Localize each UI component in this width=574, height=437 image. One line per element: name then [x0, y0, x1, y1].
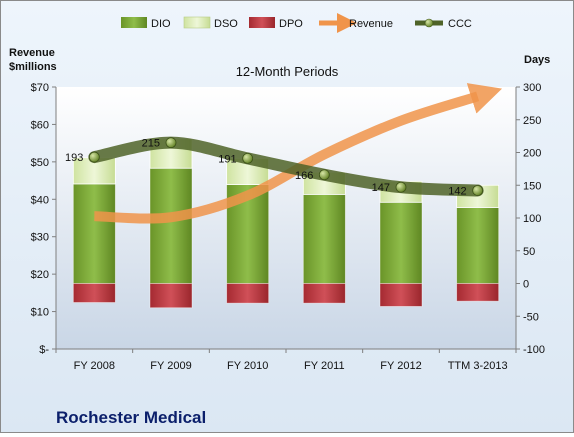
- company-name: Rochester Medical: [56, 408, 206, 427]
- bar-dio: [456, 207, 500, 284]
- ccc-data-label: 166: [295, 170, 313, 182]
- legend: DIO DSO DPO Revenue CCC: [121, 13, 472, 33]
- y-left-title-line2: $millions: [9, 61, 57, 73]
- ccc-point: [318, 169, 330, 181]
- y-right-tick-label: 50: [523, 246, 535, 258]
- y-right-tick-label: -100: [523, 344, 545, 356]
- bar-dpo: [302, 283, 346, 304]
- y-right-tick-label: 0: [523, 279, 529, 291]
- bar-dio: [149, 167, 193, 284]
- bar-dpo: [149, 283, 193, 309]
- ccc-point: [242, 152, 254, 164]
- bar-dio: [302, 194, 346, 284]
- ccc-data-label: 215: [142, 138, 160, 150]
- y-left-tick-label: $30: [31, 232, 49, 244]
- bar-dpo: [226, 283, 270, 304]
- legend-label: DSO: [214, 18, 238, 30]
- y-right-tick-label: 250: [523, 115, 541, 127]
- ccc-series: 193 215 191 166 147 142: [65, 136, 484, 197]
- axes: $- $10 $20 $30 $40 $50 $60 $70 -100 -50 0 50 100 150 2…: [31, 82, 545, 372]
- y-left-tick-label: $40: [31, 194, 49, 206]
- bar-dpo: [456, 283, 500, 302]
- ccc-point: [472, 185, 484, 196]
- y-right-title: Days: [524, 54, 550, 66]
- y-right-tick-label: 100: [523, 213, 541, 225]
- x-tick-label: FY 2009: [150, 360, 191, 372]
- bar-dio: [379, 201, 423, 284]
- bar-dpo: [379, 283, 423, 307]
- y-right-tick-label: -50: [523, 311, 539, 323]
- legend-label: Revenue: [349, 18, 393, 30]
- ccc-data-label: 191: [218, 153, 236, 165]
- x-tick-label: FY 2010: [227, 360, 268, 372]
- y-left-tick-label: $-: [39, 344, 49, 356]
- y-left-title-line1: Revenue: [9, 47, 55, 59]
- ccc-data-label: 147: [372, 182, 390, 194]
- y-left-tick-label: $60: [31, 119, 49, 131]
- bar-dpo: [72, 283, 116, 303]
- ccc-data-label: 193: [65, 152, 83, 164]
- legend-swatch-dpo: [249, 17, 275, 28]
- x-tick-label: FY 2008: [74, 360, 115, 372]
- bar-dio: [226, 184, 270, 284]
- chart-subtitle: 12-Month Periods: [236, 64, 339, 79]
- y-left-tick-label: $10: [31, 307, 49, 319]
- y-right-tick-label: 200: [523, 148, 541, 160]
- y-left-tick-label: $50: [31, 157, 49, 169]
- ccc-point: [88, 151, 100, 163]
- y-left-tick-label: $70: [31, 82, 49, 94]
- y-left-tick-label: $20: [31, 269, 49, 281]
- ccc-point: [395, 181, 407, 193]
- x-tick-label: TTM 3-2013: [448, 360, 508, 372]
- x-tick-label: FY 2012: [380, 360, 421, 372]
- ccc-point: [165, 137, 177, 149]
- legend-label: DIO: [151, 18, 171, 30]
- legend-label: DPO: [279, 18, 303, 30]
- x-tick-label: FY 2011: [304, 360, 345, 372]
- legend-label: CCC: [448, 18, 472, 30]
- y-right-tick-label: 150: [523, 180, 541, 192]
- legend-swatch-ccc-dot: [424, 18, 434, 28]
- legend-swatch-dio: [121, 17, 147, 28]
- ccc-line: [88, 136, 484, 197]
- legend-swatch-dso: [183, 16, 211, 29]
- y-right-tick-label: 300: [523, 82, 541, 94]
- bar-dio: [72, 183, 116, 284]
- ccc-data-label: 142: [448, 185, 466, 197]
